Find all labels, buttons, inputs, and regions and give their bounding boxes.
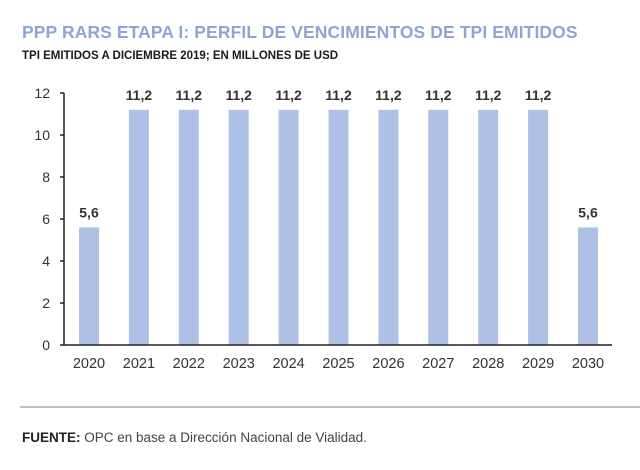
bar-2020 [79,227,99,345]
chart-title: PPP RARS ETAPA I: PERFIL DE VENCIMIENTOS… [22,22,578,42]
data-label-2025: 11,2 [325,87,352,103]
y-tick-label: 10 [34,127,50,143]
bar-2023 [228,109,249,345]
separator-line [20,406,640,408]
data-label-2024: 11,2 [275,87,302,103]
data-label-2026: 11,2 [375,87,402,103]
x-tick-label-2024: 2024 [272,356,304,372]
x-tick-label-2026: 2026 [372,356,404,372]
data-label-2021: 11,2 [126,87,153,103]
x-tick-label-2020: 2020 [73,356,105,372]
x-tick-label-2027: 2027 [422,356,454,372]
x-tick-label-2023: 2023 [223,356,255,372]
y-tick-label: 8 [42,169,50,185]
chart-subtitle: TPI EMITIDOS A DICIEMBRE 2019; EN MILLON… [22,50,339,62]
bar-2030 [578,227,598,345]
bar-2026 [378,109,399,345]
data-label-2028: 11,2 [475,87,502,103]
bar-2028 [478,109,499,345]
y-tick-label: 6 [42,211,50,227]
y-tick-label: 0 [42,337,50,353]
bar-2021 [128,109,149,345]
bar-2022 [178,109,199,345]
data-label-2022: 11,2 [176,87,203,103]
x-tick-label-2021: 2021 [123,356,155,372]
source-label: FUENTE: [22,430,81,445]
x-tick-label-2030: 2030 [572,356,604,372]
y-tick-label: 4 [42,253,50,269]
y-tick-label: 12 [34,85,50,101]
data-label-2030: 5,6 [578,204,598,220]
source-text: OPC en base a Dirección Nacional de Vial… [80,430,367,445]
bar-2029 [528,109,549,345]
bar-2024 [278,109,299,345]
data-label-2029: 11,2 [525,87,552,103]
source-note: FUENTE: OPC en base a Dirección Nacional… [22,430,367,445]
x-tick-label-2025: 2025 [322,356,354,372]
data-label-2023: 11,2 [225,87,252,103]
y-tick-label: 2 [42,295,50,311]
bar-chart: 0 2 4 6 8 10 12 5,6 2020 11,2 2021 11,2 2022 11,2 2023… [34,85,612,372]
bar-2025 [328,109,349,345]
data-label-2020: 5,6 [79,204,99,220]
bar-2027 [428,109,449,345]
x-tick-label-2029: 2029 [522,356,554,372]
x-tick-label-2028: 2028 [472,356,504,372]
x-tick-label-2022: 2022 [173,356,205,372]
data-label-2027: 11,2 [425,87,452,103]
